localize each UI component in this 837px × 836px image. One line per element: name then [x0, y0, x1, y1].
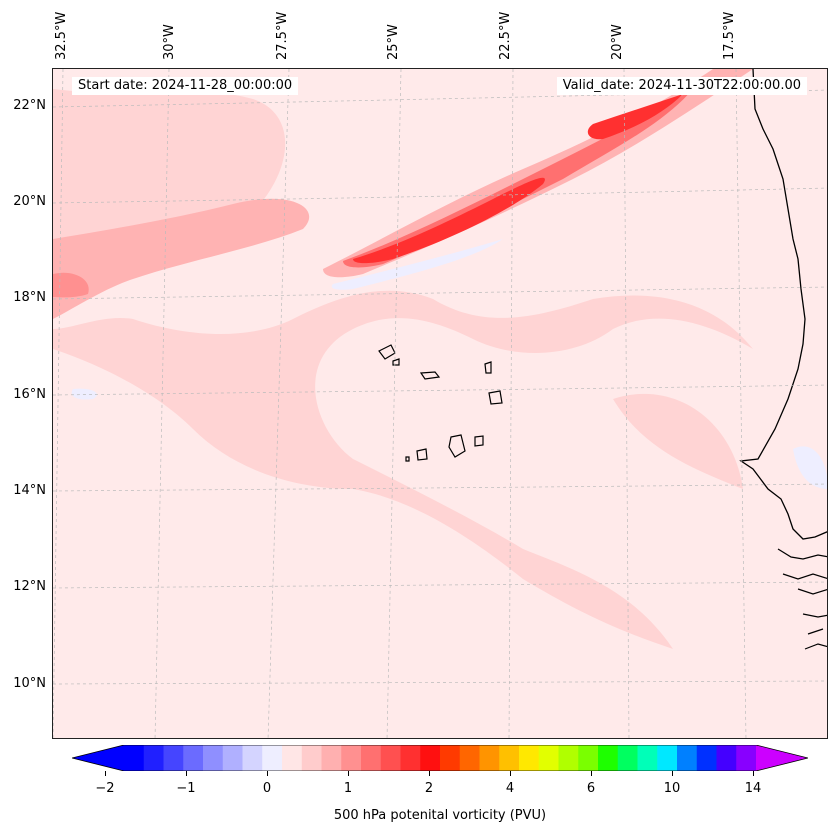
island — [416, 448, 428, 461]
pv-contour-light — [613, 393, 743, 489]
start-date-label: Start date: 2024-11-28_00:00:00 — [72, 77, 299, 95]
lat-label: 14°N — [13, 483, 46, 498]
colorbar-swatch — [479, 745, 500, 771]
colorbar-swatch — [637, 745, 658, 771]
colorbar-swatch — [716, 745, 737, 771]
pv-contour-strong — [53, 272, 89, 298]
pv-contour-light — [53, 290, 753, 649]
colorbar-label: 500 hPa potenital vorticity (PVU) — [333, 808, 547, 823]
pv-contour-mid — [53, 198, 310, 319]
coastline — [739, 69, 827, 540]
pv-contour-blue — [793, 446, 827, 489]
colorbar-swatch — [341, 745, 362, 771]
lon-label: 17.5°W — [722, 11, 737, 60]
colorbar-tick-label: 14 — [744, 781, 762, 796]
lat-label: 22°N — [13, 98, 46, 113]
colorbar-swatch — [380, 745, 401, 771]
colorbar-swatch — [677, 745, 698, 771]
colorbar-under-arrow — [72, 745, 124, 771]
pv-contour-blue — [71, 388, 97, 400]
colorbar-swatch — [183, 745, 204, 771]
colorbar-swatch — [657, 745, 678, 771]
lon-label: 25°W — [386, 24, 401, 60]
lat-label: 20°N — [13, 194, 46, 209]
colorbar-swatch — [440, 745, 461, 771]
lon-label: 22.5°W — [498, 11, 513, 60]
colorbar-tick-label: 1 — [343, 781, 353, 796]
colorbar-swatch — [361, 745, 382, 771]
colorbar-swatch — [499, 745, 520, 771]
colorbar-tickmark — [105, 771, 106, 776]
pv-contour-blue — [331, 239, 503, 290]
colorbar-swatch — [400, 745, 421, 771]
colorbar-swatch — [143, 745, 164, 771]
colorbar-swatch — [124, 745, 145, 771]
colorbar-swatch — [736, 745, 757, 771]
pv-contour-max — [587, 94, 683, 140]
valid-date-label: Valid_date: 2024-11-30T22:00:00.00 — [556, 77, 807, 95]
colorbar-tick-label: 0 — [262, 781, 272, 796]
island — [392, 358, 400, 366]
colorbar-over-arrow — [756, 745, 808, 771]
lon-label: 32.5°W — [54, 11, 69, 60]
colorbar-tick-label: 6 — [586, 781, 596, 796]
colorbar-swatch — [598, 745, 619, 771]
colorbar-tickmark — [753, 771, 754, 776]
graticule — [53, 69, 827, 738]
colorbar-tickmark — [429, 771, 430, 776]
colorbar-tickmark — [348, 771, 349, 776]
lat-label: 12°N — [13, 579, 46, 594]
island — [405, 456, 410, 462]
lon-label: 30°W — [162, 24, 177, 60]
island — [484, 361, 492, 374]
colorbar-swatches — [71, 744, 809, 772]
colorbar-swatch — [420, 745, 441, 771]
lat-label: 18°N — [13, 290, 46, 305]
colorbar-swatch — [617, 745, 638, 771]
colorbar-tick-label: −2 — [95, 781, 115, 796]
colorbar-swatch — [163, 745, 184, 771]
colorbar-swatch — [459, 745, 480, 771]
colorbar-swatch — [519, 745, 540, 771]
map-panel[interactable] — [52, 68, 828, 739]
island — [474, 435, 484, 447]
coastline — [777, 548, 827, 650]
colorbar-tickmark — [510, 771, 511, 776]
lon-label: 20°W — [610, 24, 625, 60]
colorbar-tickmark — [672, 771, 673, 776]
colorbar-swatch — [301, 745, 322, 771]
lon-label: 27.5°W — [275, 11, 290, 60]
pv-field-map — [53, 69, 827, 738]
colorbar-swatch — [696, 745, 717, 771]
colorbar-swatch — [321, 745, 342, 771]
colorbar-swatch — [558, 745, 579, 771]
colorbar-swatch — [262, 745, 283, 771]
colorbar-tick-label: 4 — [505, 781, 515, 796]
pv-contour-max — [353, 177, 545, 264]
colorbar-tickmark — [186, 771, 187, 776]
colorbar-tick-label: −1 — [176, 781, 196, 796]
island — [488, 390, 503, 405]
colorbar — [71, 744, 809, 772]
lat-label: 16°N — [13, 387, 46, 402]
colorbar-swatch — [242, 745, 263, 771]
pv-contour-strong — [343, 89, 693, 268]
colorbar-swatch — [282, 745, 303, 771]
colorbar-swatch — [222, 745, 243, 771]
island — [419, 371, 441, 380]
colorbar-swatch — [578, 745, 599, 771]
colorbar-swatch — [538, 745, 559, 771]
colorbar-tickmark — [267, 771, 268, 776]
colorbar-tickmark — [591, 771, 592, 776]
island — [448, 434, 466, 458]
colorbar-tick-label: 10 — [663, 781, 681, 796]
colorbar-swatch — [203, 745, 224, 771]
colorbar-tick-label: 2 — [424, 781, 434, 796]
lat-label: 10°N — [13, 676, 46, 691]
